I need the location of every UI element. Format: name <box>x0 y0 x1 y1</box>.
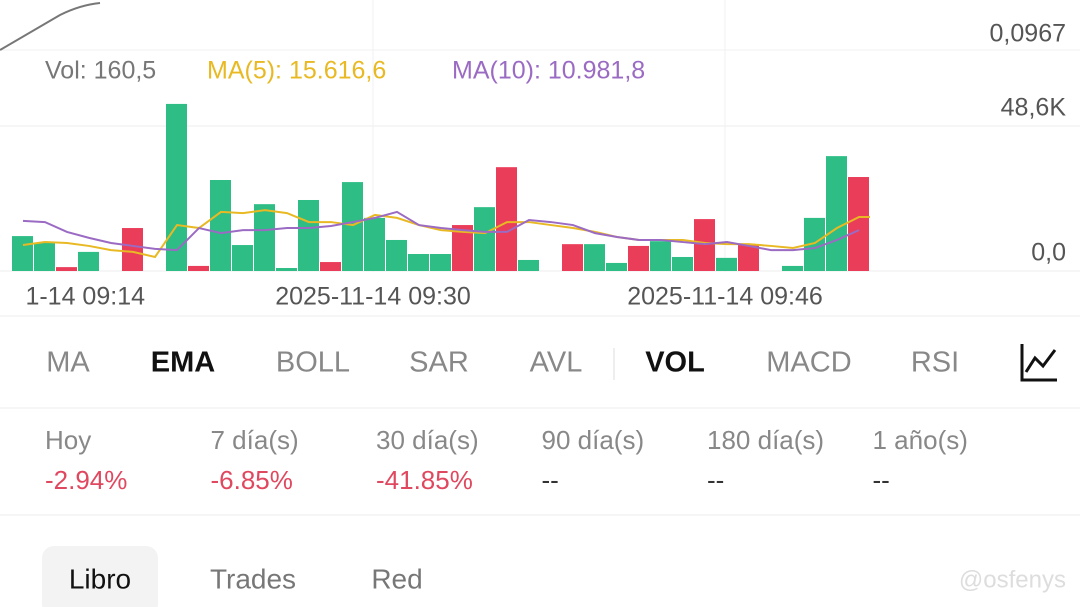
volume-bar <box>408 253 429 271</box>
indicator-tab[interactable]: BOLL <box>276 347 350 379</box>
volume-bar <box>166 103 187 271</box>
bottom-tab[interactable]: Libro <box>69 563 131 594</box>
volume-bar <box>738 244 759 271</box>
period-change: -41.85% <box>376 465 473 495</box>
volume-bar <box>342 182 363 271</box>
volume-bar <box>584 244 605 271</box>
volume-bar <box>782 265 803 271</box>
indicator-tab[interactable]: SAR <box>409 347 469 379</box>
period-change: -2.94% <box>45 465 127 495</box>
volume-bar <box>496 167 517 271</box>
volume-bar <box>848 177 869 271</box>
x-tick-label: 2025-11-14 09:30 <box>275 283 471 311</box>
bottom-tab[interactable]: Trades <box>210 563 296 594</box>
legend-text: MA(5): 15.616,6 <box>207 57 386 85</box>
y-tick-label: 0,0 <box>1031 239 1066 267</box>
volume-bar <box>298 199 319 271</box>
volume-bar <box>386 239 407 271</box>
volume-bar <box>276 268 297 271</box>
indicator-tab[interactable]: VOL <box>645 347 705 379</box>
volume-bar <box>12 236 33 271</box>
period-change: -- <box>707 465 724 495</box>
volume-bar <box>320 262 341 271</box>
volume-bar <box>254 204 275 271</box>
price-line <box>0 2 101 51</box>
legend-text: MA(10): 10.981,8 <box>452 57 645 85</box>
period-change: -- <box>873 465 890 495</box>
volume-bar <box>430 253 451 271</box>
period-change: -- <box>542 465 559 495</box>
price-axis-label: 0,0967 <box>990 20 1066 48</box>
volume-bar <box>606 262 627 271</box>
volume-bar <box>188 265 209 271</box>
indicator-tab[interactable]: EMA <box>151 347 216 379</box>
indicator-tab[interactable]: RSI <box>911 347 959 379</box>
volume-bar <box>804 217 825 271</box>
x-tick-label: 1-14 09:14 <box>25 283 145 311</box>
volume-bar <box>232 245 253 271</box>
period-label: Hoy <box>45 425 91 455</box>
volume-bar <box>474 207 495 271</box>
volume-bar <box>364 217 385 271</box>
volume-bar <box>716 257 737 271</box>
y-tick-label: 48,6K <box>1001 94 1067 122</box>
volume-bar <box>122 228 143 271</box>
volume-bar <box>78 251 99 271</box>
watermark: @osfenys <box>959 566 1066 593</box>
period-label: 1 año(s) <box>873 425 968 455</box>
volume-bar <box>650 241 671 271</box>
volume-plot: 0,0 48,6K <box>0 94 1080 272</box>
volume-bar <box>672 256 693 271</box>
volume-bar <box>210 180 231 271</box>
x-tick-label: 2025-11-14 09:46 <box>627 283 823 311</box>
volume-bar <box>56 267 77 271</box>
volume-bar <box>628 245 649 271</box>
volume-bar <box>562 244 583 271</box>
legend-text: Vol: 160,5 <box>45 57 156 85</box>
bottom-tab[interactable]: Red <box>371 563 422 594</box>
period-label: 90 día(s) <box>542 425 645 455</box>
volume-bar <box>34 242 55 271</box>
period-label: 7 día(s) <box>211 425 299 455</box>
chart-type-icon[interactable] <box>1020 344 1057 382</box>
volume-bar <box>518 259 539 271</box>
indicator-tab[interactable]: MACD <box>766 347 851 379</box>
period-label: 30 día(s) <box>376 425 479 455</box>
selected-tab-bg <box>42 546 158 607</box>
period-label: 180 día(s) <box>707 425 824 455</box>
indicator-tab[interactable]: AVL <box>530 347 583 379</box>
volume-bar <box>452 225 473 271</box>
volume-bar <box>826 156 847 271</box>
ma-line <box>22 210 860 252</box>
indicator-tab[interactable]: MA <box>46 347 90 379</box>
period-change: -6.85% <box>211 465 293 495</box>
